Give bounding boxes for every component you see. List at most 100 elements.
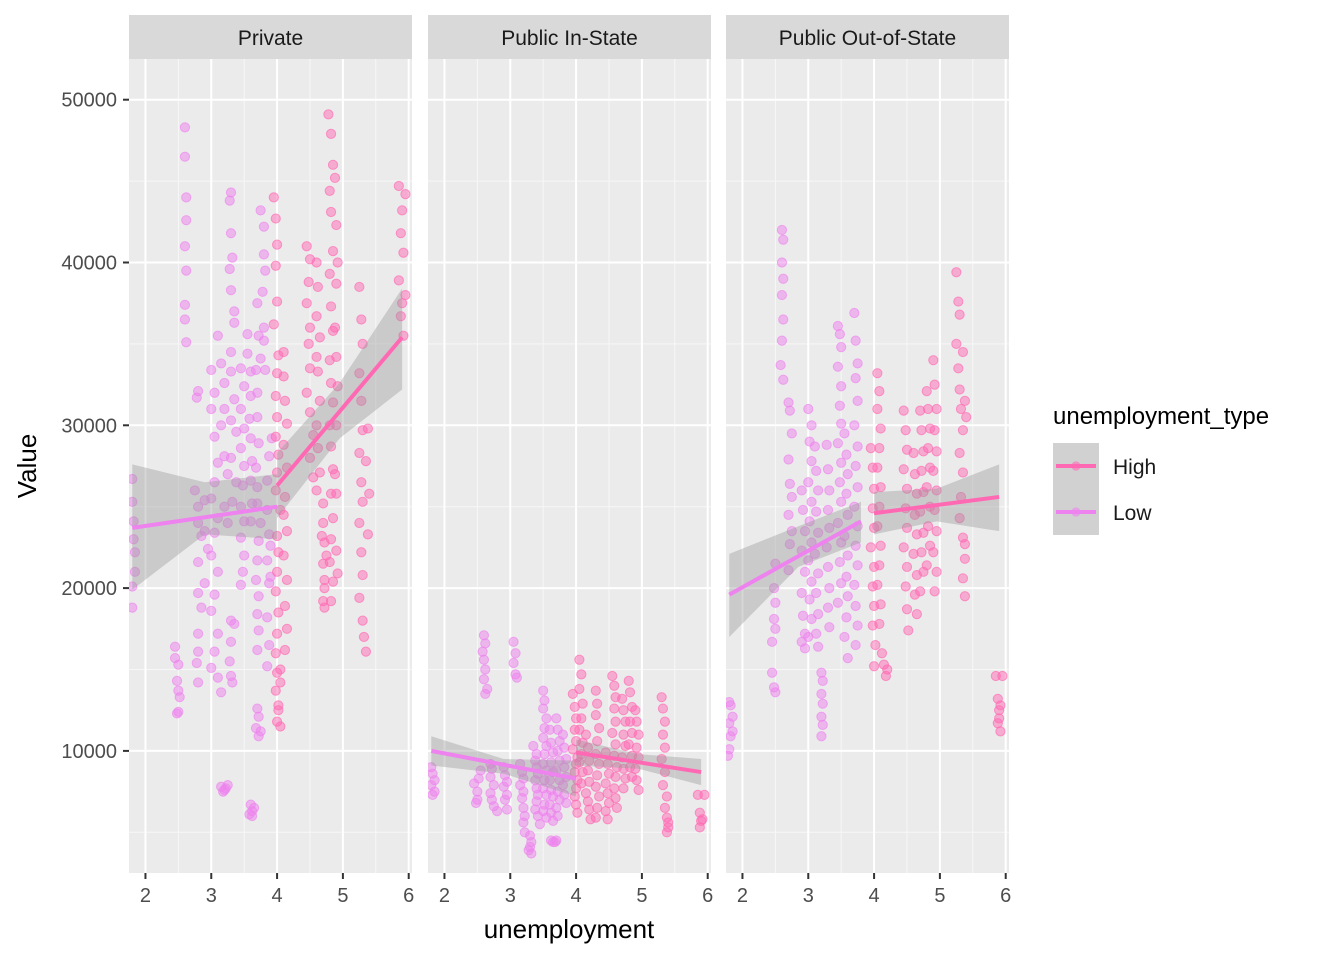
data-point-low — [796, 485, 807, 496]
confidence-band-low — [132, 464, 278, 590]
legend-key-point — [1071, 461, 1081, 471]
data-point-low — [196, 602, 207, 613]
data-point-high — [928, 465, 939, 476]
data-point-high — [356, 314, 367, 325]
data-point-high — [617, 693, 628, 704]
data-point-high — [270, 586, 281, 597]
data-point-high — [279, 600, 291, 612]
data-point-high — [327, 576, 339, 587]
data-point-high — [271, 412, 283, 423]
data-point-low — [832, 361, 843, 372]
data-point-high — [319, 583, 330, 594]
data-point-low — [209, 477, 220, 488]
data-point-low — [262, 661, 273, 672]
data-point-low — [181, 215, 192, 226]
data-point-high — [876, 648, 888, 659]
data-point-high — [393, 180, 404, 192]
data-point-low — [783, 509, 794, 520]
data-point-low — [852, 395, 863, 406]
data-point-low — [852, 358, 863, 369]
data-point-low — [770, 597, 781, 608]
data-point-high — [903, 625, 914, 636]
data-point-low — [229, 306, 240, 317]
data-point-low — [212, 672, 223, 683]
data-point-low — [822, 504, 834, 516]
trend-line-high — [873, 494, 1000, 516]
data-point-low — [842, 591, 853, 602]
data-point-high — [997, 670, 1008, 682]
data-point-high — [281, 418, 293, 429]
data-point-low — [255, 517, 266, 529]
facet-panel: Public In-State — [428, 15, 711, 873]
data-point-low — [824, 485, 835, 496]
data-point-low — [836, 418, 847, 429]
data-point-low — [199, 578, 210, 589]
data-point-high — [582, 765, 594, 776]
data-point-high — [957, 467, 969, 478]
data-point-high — [955, 403, 967, 415]
data-point-low — [224, 263, 235, 275]
data-point-high — [898, 405, 909, 416]
data-point-high — [312, 366, 323, 377]
data-point-low — [235, 442, 246, 454]
data-point-high — [592, 770, 603, 781]
data-point-low — [784, 478, 795, 490]
panel-plot-area — [129, 109, 411, 822]
data-point-high — [630, 705, 641, 716]
panel-background — [726, 59, 1009, 873]
data-point-low — [850, 540, 861, 551]
data-point-low — [836, 381, 847, 392]
confidence-band-low — [729, 501, 861, 637]
data-point-low — [225, 366, 237, 377]
data-point-high — [582, 742, 594, 753]
data-point-high — [331, 278, 342, 289]
data-point-low — [191, 392, 202, 403]
data-point-high — [929, 586, 940, 597]
data-point-low — [473, 773, 484, 784]
data-point-low — [225, 636, 237, 647]
data-point-high — [271, 530, 283, 542]
data-point-low — [219, 501, 230, 512]
data-point-low — [199, 526, 210, 537]
data-point-high — [995, 726, 1006, 737]
data-point-low — [538, 703, 549, 714]
data-point-low — [245, 475, 256, 486]
data-point-low — [766, 636, 778, 647]
data-point-low — [209, 646, 220, 657]
facet-strip — [726, 15, 1009, 59]
data-point-high — [870, 639, 881, 651]
data-point-low — [179, 299, 191, 310]
data-point-high — [872, 579, 883, 590]
data-point-low — [189, 485, 200, 496]
data-point-low — [726, 700, 736, 711]
trend-line-high — [575, 750, 702, 775]
confidence-band-high — [874, 464, 1000, 535]
data-point-high — [602, 814, 613, 825]
data-point-low — [809, 548, 820, 560]
data-point-low — [796, 587, 807, 599]
data-point-low — [822, 602, 834, 613]
data-point-low — [191, 657, 202, 669]
data-point-high — [901, 604, 913, 615]
data-point-low — [803, 477, 814, 488]
data-point-low — [258, 249, 270, 260]
data-point-low — [839, 631, 850, 643]
data-point-low — [250, 364, 262, 376]
data-point-high — [922, 403, 934, 415]
data-point-low — [836, 496, 847, 507]
data-point-low — [260, 265, 271, 276]
data-point-high — [360, 646, 372, 657]
data-point-high — [311, 257, 322, 268]
data-point-low — [174, 692, 185, 703]
data-point-high — [325, 128, 337, 139]
data-point-high — [921, 482, 932, 493]
data-point-low — [255, 205, 266, 216]
data-point-high — [898, 464, 909, 475]
data-point-high — [618, 729, 629, 740]
data-point-low — [804, 516, 815, 527]
legend-item-label: Low — [1113, 502, 1152, 525]
data-point-low — [209, 589, 220, 600]
data-point-low — [842, 550, 853, 561]
data-point-low — [253, 625, 264, 636]
data-point-low — [811, 628, 822, 639]
